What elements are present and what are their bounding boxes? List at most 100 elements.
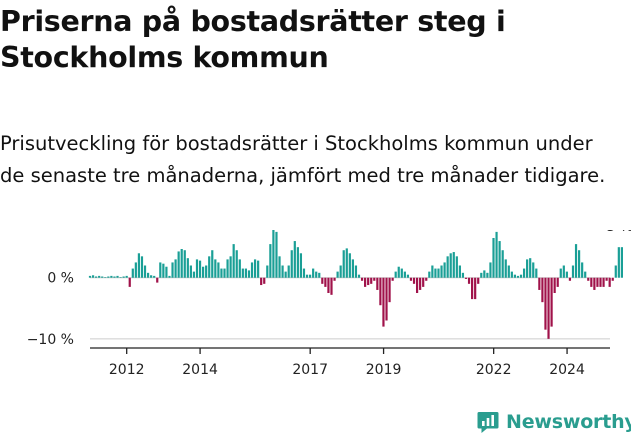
bar xyxy=(556,277,559,287)
bar xyxy=(238,259,241,278)
bar xyxy=(431,265,434,278)
bar xyxy=(327,277,330,293)
bar xyxy=(510,271,513,278)
bar xyxy=(140,256,144,278)
bar xyxy=(101,276,104,278)
bar xyxy=(165,266,168,278)
bar xyxy=(180,249,183,278)
bar xyxy=(452,252,455,278)
bar xyxy=(397,266,400,278)
bar xyxy=(403,271,406,278)
bar xyxy=(183,250,186,278)
chart-subtitle: Prisutveckling för bostadsrätter i Stock… xyxy=(0,132,606,187)
x-axis: 2012 2014 2017 2019 2022 2024 xyxy=(90,347,610,378)
bar xyxy=(308,274,312,278)
bar xyxy=(299,253,303,278)
bar xyxy=(364,277,367,287)
bar xyxy=(385,277,388,321)
bar xyxy=(596,277,599,287)
bar xyxy=(342,250,345,278)
bar xyxy=(137,253,141,278)
bar xyxy=(244,268,247,278)
bar xyxy=(608,277,611,287)
x-tick-label: 2022 xyxy=(476,362,512,378)
bar xyxy=(422,277,425,287)
bar xyxy=(226,259,229,278)
bar xyxy=(278,256,281,278)
bar xyxy=(382,277,385,327)
bar xyxy=(507,265,510,278)
bar xyxy=(351,259,354,278)
bar xyxy=(529,258,532,278)
bar xyxy=(400,268,403,278)
bar xyxy=(535,268,538,278)
bar xyxy=(568,277,572,281)
chart-title: Priserna på bostadsrätter steg i Stockho… xyxy=(0,5,506,74)
bar xyxy=(357,274,361,278)
bar xyxy=(223,268,226,278)
bar xyxy=(593,277,596,290)
bar xyxy=(208,256,211,278)
bar xyxy=(415,277,419,293)
bar xyxy=(541,277,544,303)
bar xyxy=(550,277,553,327)
bar xyxy=(150,275,153,278)
bar xyxy=(156,277,159,283)
bar xyxy=(446,256,449,278)
bar-series xyxy=(88,230,623,339)
bar xyxy=(284,271,287,278)
bar xyxy=(318,272,321,278)
bar xyxy=(449,253,452,278)
bar xyxy=(574,244,578,278)
bar xyxy=(241,268,244,278)
bar xyxy=(480,272,483,278)
newsworthy-logo-icon xyxy=(477,412,499,433)
y-tick-label: 0 % xyxy=(47,271,74,287)
bar xyxy=(232,244,235,278)
bar xyxy=(590,277,593,287)
bar xyxy=(269,244,272,278)
bar xyxy=(587,277,590,281)
bar xyxy=(599,277,602,287)
bar xyxy=(162,263,165,278)
bar xyxy=(559,268,562,278)
bar xyxy=(333,277,336,281)
bar xyxy=(489,262,492,278)
bar xyxy=(443,262,446,278)
bar xyxy=(189,265,192,278)
bar xyxy=(486,272,489,278)
bar xyxy=(571,265,575,278)
gridlines xyxy=(90,277,610,340)
bar xyxy=(116,275,119,278)
bar xyxy=(354,265,358,278)
bar xyxy=(437,268,440,278)
bar xyxy=(272,230,275,278)
bar xyxy=(617,247,620,278)
bar xyxy=(467,277,471,284)
bar xyxy=(198,260,202,278)
x-tick-label: 2014 xyxy=(182,362,218,378)
bar xyxy=(260,277,263,286)
bar xyxy=(388,277,391,303)
bar xyxy=(107,276,110,278)
bar xyxy=(412,277,416,284)
bar xyxy=(565,271,568,278)
bar xyxy=(345,248,348,278)
bar xyxy=(492,238,495,278)
bar xyxy=(95,276,98,278)
bar xyxy=(305,274,309,278)
last-value-label: 5 % xyxy=(607,230,631,235)
bar xyxy=(257,260,260,278)
bar xyxy=(235,250,238,278)
bar xyxy=(519,274,523,278)
bar xyxy=(247,270,251,278)
bar xyxy=(477,277,480,284)
bar xyxy=(336,271,339,278)
bar xyxy=(113,276,116,278)
bar xyxy=(455,256,458,278)
bar xyxy=(220,268,223,278)
bar xyxy=(281,265,284,278)
brand-logo[interactable]: Newsworthy xyxy=(476,408,631,436)
bar xyxy=(98,275,101,278)
bar xyxy=(91,275,95,278)
